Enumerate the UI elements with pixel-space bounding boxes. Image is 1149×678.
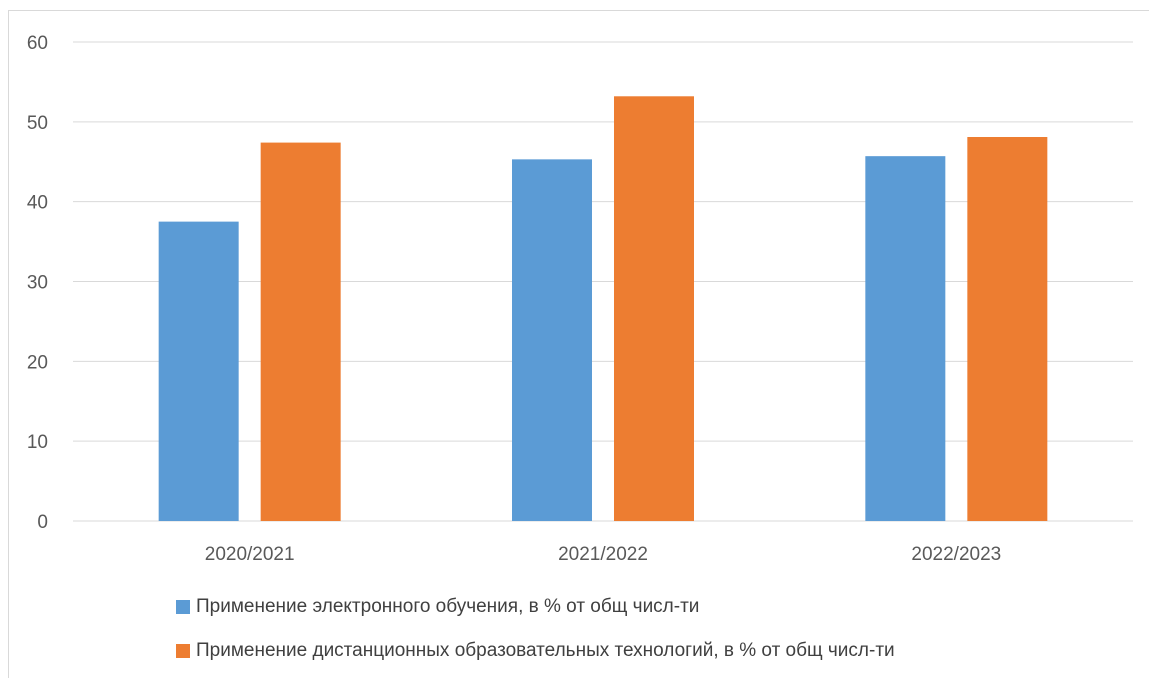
bar-2022-2023-series-0 xyxy=(865,156,946,521)
y-tick-label: 30 xyxy=(27,273,48,294)
y-tick-label: 20 xyxy=(27,352,48,373)
chart-border-top xyxy=(8,10,1149,11)
x-tick-label: 2020/2021 xyxy=(205,544,295,565)
y-axis-ticks: 0 10 20 30 40 50 60 xyxy=(27,33,48,533)
y-tick-label: 40 xyxy=(27,193,48,214)
bar-2021-2022-series-0 xyxy=(512,159,592,522)
y-tick-label: 0 xyxy=(37,512,48,533)
legend-label-distance: Применение дистанционных образовательных… xyxy=(196,640,895,661)
bar-2020-2021-series-0 xyxy=(158,221,239,521)
chart-border-left xyxy=(8,10,9,678)
legend-swatch-blue xyxy=(176,600,190,614)
legend-item-distance: Применение дистанционных образовательных… xyxy=(176,640,895,662)
y-tick-label: 50 xyxy=(27,113,48,134)
bar-2021-2022-series-1 xyxy=(614,96,694,521)
y-tick-label: 10 xyxy=(27,432,48,453)
x-axis-ticks: 2020/2021 2021/2022 2022/2023 xyxy=(205,544,1001,565)
legend-item-electronic: Применение электронного обучения, в % от… xyxy=(176,596,699,618)
x-tick-label: 2021/2022 xyxy=(558,544,648,565)
gridlines xyxy=(73,41,1133,522)
bar-2020-2021-series-1 xyxy=(260,142,341,521)
legend-label-electronic: Применение электронного обучения, в % от… xyxy=(196,596,700,617)
y-tick-label: 60 xyxy=(27,33,48,54)
bars xyxy=(158,96,1048,522)
x-tick-label: 2022/2023 xyxy=(911,544,1001,565)
legend-swatch-orange xyxy=(176,644,190,658)
bar-2022-2023-series-1 xyxy=(967,137,1048,522)
